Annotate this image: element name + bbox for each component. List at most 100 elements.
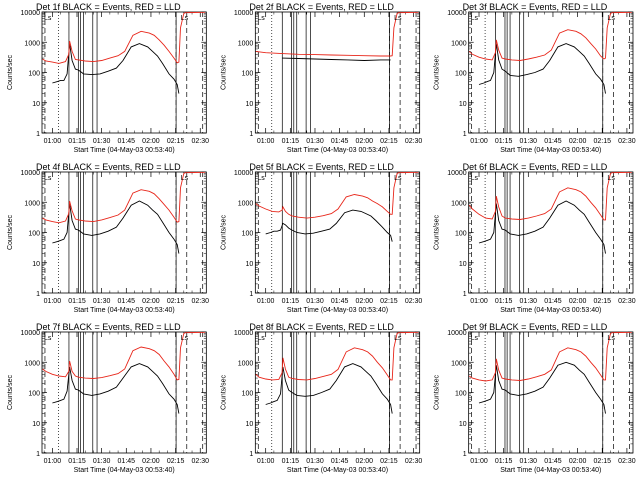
x-tick-label: 02:00 xyxy=(142,458,160,465)
y-tick-label: 10000 xyxy=(447,330,467,337)
panel-title: Det 4f BLACK = Events, RED = LLD xyxy=(36,162,181,172)
x-tick-label: 02:00 xyxy=(569,458,587,465)
y-tick-label: 10 xyxy=(246,101,254,108)
corner-label-left: Ls xyxy=(471,175,479,182)
y-tick-label: 10000 xyxy=(234,10,254,17)
y-tick-label: 10000 xyxy=(447,10,467,17)
x-tick-label: 01:45 xyxy=(118,298,136,305)
series-lld-line xyxy=(42,172,206,224)
y-tick-label: 100 xyxy=(242,231,254,238)
y-tick-label: 1000 xyxy=(24,200,40,207)
x-tick-label: 01:15 xyxy=(495,458,513,465)
y-tick-label: 1 xyxy=(36,451,40,458)
corner-label-right: Ls xyxy=(394,175,402,182)
x-tick-label: 02:00 xyxy=(356,458,374,465)
plot-area xyxy=(468,172,632,293)
y-tick-label: 10000 xyxy=(21,170,41,177)
y-axis-label: Counts/sec xyxy=(220,54,227,90)
panel-det-4: Det 4f BLACK = Events, RED = LLD 1 10 100 10… xyxy=(7,162,209,314)
y-tick-label: 1000 xyxy=(451,200,467,207)
x-axis-label: Start Time (04-May-03 00:53:40) xyxy=(500,147,601,154)
y-axis-label: Counts/sec xyxy=(7,54,14,90)
x-tick-label: 02:30 xyxy=(405,298,423,305)
x-tick-label: 01:45 xyxy=(544,298,562,305)
x-tick-label: 02:15 xyxy=(593,298,611,305)
x-tick-label: 01:45 xyxy=(544,138,562,145)
x-tick-label: 02:30 xyxy=(405,458,423,465)
corner-label-right: Ls xyxy=(607,175,615,182)
y-tick-label: 10 xyxy=(459,261,467,268)
series-events-line xyxy=(265,209,393,242)
corner-label-left: Ls xyxy=(44,335,52,342)
y-axis-label: Counts/sec xyxy=(220,374,227,410)
y-tick-label: 10000 xyxy=(447,170,467,177)
x-tick-label: 02:00 xyxy=(356,298,374,305)
x-tick-label: 02:30 xyxy=(618,458,636,465)
x-tick-label: 02:15 xyxy=(380,298,398,305)
y-axis-label: Counts/sec xyxy=(7,214,14,250)
x-axis-label: Start Time (04-May-03 00:53:40) xyxy=(287,307,388,314)
x-axis-label: Start Time (04-May-03 00:53:40) xyxy=(287,467,388,474)
x-tick-label: 01:00 xyxy=(470,138,488,145)
plot-area xyxy=(42,332,206,453)
x-tick-label: 01:30 xyxy=(306,298,324,305)
x-tick-label: 01:00 xyxy=(44,138,62,145)
x-tick-label: 01:15 xyxy=(282,458,300,465)
x-axis-label: Start Time (04-May-03 00:53:40) xyxy=(287,147,388,154)
corner-label-left: Ls xyxy=(471,15,479,22)
series-lld-line xyxy=(42,332,206,381)
plot-frame xyxy=(254,171,421,294)
y-tick-label: 10 xyxy=(246,261,254,268)
x-tick-label: 01:30 xyxy=(520,458,538,465)
panel-title: Det 1f BLACK = Events, RED = LLD xyxy=(36,2,181,12)
panel-det-7: Det 7f BLACK = Events, RED = LLD 1 10 100 10… xyxy=(7,322,209,474)
x-tick-label: 01:30 xyxy=(306,458,324,465)
x-tick-label: 02:30 xyxy=(191,138,209,145)
plot-frame xyxy=(468,11,634,134)
x-tick-label: 01:45 xyxy=(331,458,349,465)
y-tick-label: 1000 xyxy=(24,360,40,367)
x-tick-label: 02:00 xyxy=(142,298,160,305)
x-tick-label: 01:15 xyxy=(282,298,300,305)
x-tick-label: 01:15 xyxy=(68,138,86,145)
x-tick-label: 01:45 xyxy=(118,458,136,465)
y-tick-label: 100 xyxy=(455,391,467,398)
x-tick-label: 01:30 xyxy=(93,298,111,305)
y-tick-label: 1000 xyxy=(451,360,467,367)
plot-frame xyxy=(254,331,421,454)
corner-label-right: Ls xyxy=(181,15,189,22)
corner-label-right: Ls xyxy=(607,335,615,342)
corner-label-right: Ls xyxy=(394,335,402,342)
x-tick-label: 01:00 xyxy=(257,138,275,145)
y-axis-label: Counts/sec xyxy=(220,214,227,250)
x-tick-label: 01:30 xyxy=(306,138,324,145)
x-tick-label: 01:00 xyxy=(470,458,488,465)
x-tick-label: 02:15 xyxy=(167,298,185,305)
y-tick-label: 1 xyxy=(249,291,253,298)
series-events-line xyxy=(478,43,606,94)
panel-title: Det 8f BLACK = Events, RED = LLD xyxy=(249,322,394,332)
y-axis-label: Counts/sec xyxy=(434,374,441,410)
y-tick-label: 10000 xyxy=(234,330,254,337)
plot-frame xyxy=(254,11,421,134)
series-lld-line xyxy=(468,172,632,221)
x-tick-label: 02:30 xyxy=(618,138,636,145)
x-tick-label: 02:15 xyxy=(593,458,611,465)
y-axis-label: Counts/sec xyxy=(434,54,441,90)
y-axis-label: Counts/sec xyxy=(7,374,14,410)
x-tick-label: 01:30 xyxy=(93,458,111,465)
y-axis-label: Counts/sec xyxy=(434,214,441,250)
x-tick-label: 01:45 xyxy=(331,138,349,145)
corner-label-left: Ls xyxy=(257,175,265,182)
y-tick-label: 10000 xyxy=(21,330,41,337)
y-tick-label: 10 xyxy=(32,101,40,108)
corner-label-left: Ls xyxy=(257,335,265,342)
y-tick-label: 100 xyxy=(28,231,40,238)
y-tick-label: 1 xyxy=(249,131,253,138)
y-tick-label: 1 xyxy=(249,451,253,458)
x-axis-label: Start Time (04-May-03 00:53:40) xyxy=(74,307,175,314)
series-events-line xyxy=(478,361,606,414)
x-tick-label: 02:00 xyxy=(569,138,587,145)
y-tick-label: 10 xyxy=(246,421,254,428)
